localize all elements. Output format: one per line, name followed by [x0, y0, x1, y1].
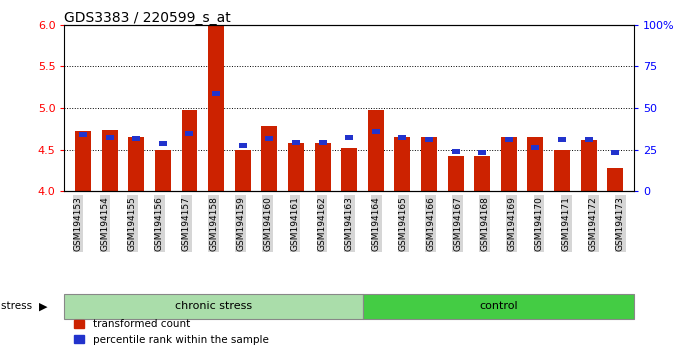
Bar — [292, 141, 300, 145]
Bar — [319, 141, 327, 145]
Bar — [102, 130, 118, 191]
Text: GSM194171: GSM194171 — [561, 196, 571, 251]
Text: ▶: ▶ — [39, 301, 47, 311]
Text: GSM194166: GSM194166 — [426, 196, 435, 251]
Text: GSM194173: GSM194173 — [616, 196, 625, 251]
Bar — [106, 135, 114, 139]
Text: GSM194159: GSM194159 — [236, 196, 245, 251]
Legend: transformed count, percentile rank within the sample: transformed count, percentile rank withi… — [70, 315, 273, 349]
Bar — [399, 135, 406, 139]
Text: stress: stress — [1, 301, 36, 311]
Text: GSM194170: GSM194170 — [534, 196, 544, 251]
Text: GSM194172: GSM194172 — [589, 196, 598, 251]
Bar — [75, 131, 91, 191]
Bar — [584, 137, 593, 142]
Text: GSM194165: GSM194165 — [399, 196, 408, 251]
Text: GSM194156: GSM194156 — [155, 196, 164, 251]
Text: GSM194158: GSM194158 — [209, 196, 218, 251]
Bar — [363, 294, 634, 319]
Bar — [501, 137, 517, 191]
Text: GSM194167: GSM194167 — [453, 196, 462, 251]
Bar — [261, 126, 277, 191]
Bar — [478, 150, 486, 155]
Bar — [395, 137, 410, 191]
Bar — [239, 143, 247, 148]
Text: GSM194155: GSM194155 — [127, 196, 137, 251]
Bar — [345, 135, 353, 139]
Text: control: control — [479, 301, 517, 311]
Bar — [421, 137, 437, 191]
Bar — [159, 141, 167, 146]
Text: GSM194160: GSM194160 — [263, 196, 273, 251]
Bar — [79, 132, 87, 137]
Text: GSM194162: GSM194162 — [317, 196, 327, 251]
Bar — [182, 110, 197, 191]
Bar — [341, 148, 357, 191]
Bar — [367, 110, 384, 191]
Text: GSM194157: GSM194157 — [182, 196, 191, 251]
Bar — [208, 25, 224, 191]
Bar — [212, 91, 220, 96]
Bar — [554, 149, 570, 191]
Bar — [447, 156, 464, 191]
Bar — [128, 137, 144, 191]
Bar — [235, 149, 251, 191]
Bar — [558, 137, 566, 142]
Bar — [64, 294, 363, 319]
Bar — [505, 137, 513, 142]
Bar — [425, 137, 433, 142]
Text: GSM194169: GSM194169 — [507, 196, 517, 251]
Bar — [527, 137, 544, 191]
Bar — [132, 136, 140, 141]
Bar — [474, 156, 490, 191]
Bar — [186, 131, 193, 136]
Text: GSM194163: GSM194163 — [344, 196, 354, 251]
Bar — [265, 136, 273, 141]
Bar — [580, 139, 597, 191]
Text: GDS3383 / 220599_s_at: GDS3383 / 220599_s_at — [64, 11, 231, 25]
Bar — [155, 149, 171, 191]
Bar — [315, 143, 331, 191]
Bar — [532, 144, 540, 149]
Bar — [288, 143, 304, 191]
Bar — [607, 168, 623, 191]
Text: GSM194161: GSM194161 — [290, 196, 300, 251]
Bar — [612, 150, 619, 155]
Text: GSM194153: GSM194153 — [73, 196, 83, 251]
Text: GSM194168: GSM194168 — [480, 196, 490, 251]
Bar — [452, 149, 460, 154]
Text: chronic stress: chronic stress — [175, 301, 252, 311]
Text: GSM194164: GSM194164 — [372, 196, 381, 251]
Bar — [372, 129, 380, 134]
Text: GSM194154: GSM194154 — [100, 196, 110, 251]
